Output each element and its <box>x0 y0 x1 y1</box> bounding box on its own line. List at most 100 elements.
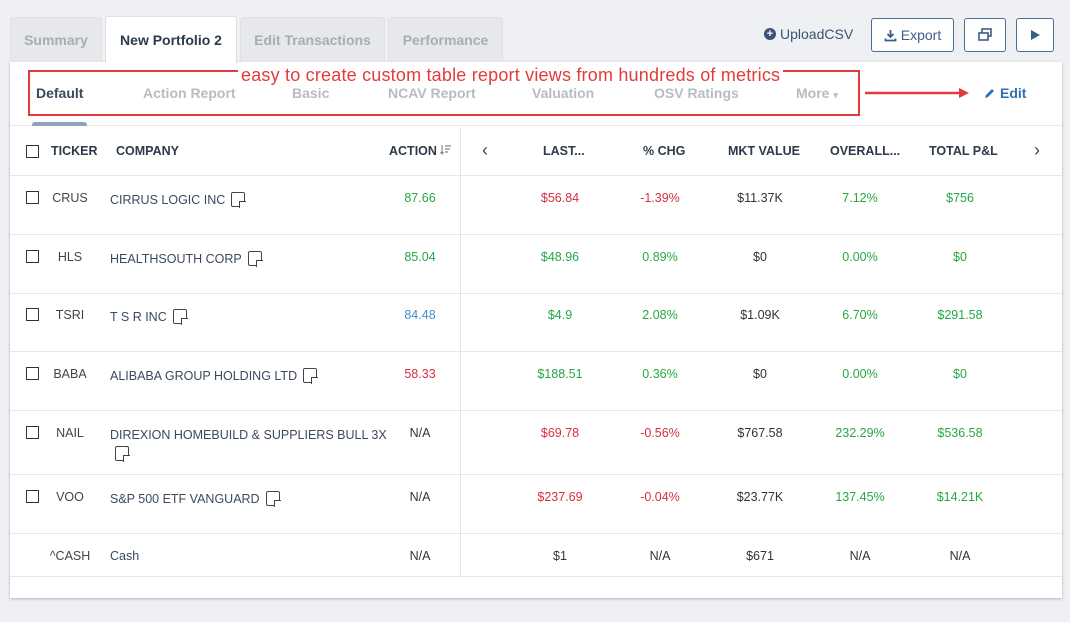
edit-label: Edit <box>1000 85 1027 101</box>
col-overall[interactable]: OVERALL... <box>830 144 901 158</box>
row-company: Cash <box>110 549 140 563</box>
row-overall: 6.70% <box>842 308 878 322</box>
company-name: ALIBABA GROUP HOLDING LTD <box>110 369 298 383</box>
row-overall: N/A <box>849 549 871 563</box>
row-last: $56.84 <box>540 191 580 205</box>
row-checkbox[interactable] <box>26 490 39 503</box>
note-icon[interactable] <box>265 491 281 507</box>
more-label: More <box>796 85 830 101</box>
row-total-pl: N/A <box>949 549 971 563</box>
play-button[interactable] <box>1016 18 1054 52</box>
col-ticker[interactable]: TICKER <box>51 144 98 158</box>
subtab-default[interactable]: Default <box>36 85 84 101</box>
row-mkt-value: $671 <box>746 549 774 563</box>
row-action: 87.66 <box>404 191 436 205</box>
row-checkbox[interactable] <box>26 426 39 439</box>
row-last: $237.69 <box>537 490 583 504</box>
top-bar: Summary New Portfolio 2 Edit Transaction… <box>0 0 1070 63</box>
row-mkt-value: $0 <box>753 367 767 381</box>
report-view-nav: Default Action Report Basic NCAV Report … <box>10 62 1062 126</box>
note-icon[interactable] <box>303 368 319 384</box>
play-icon <box>1031 30 1040 40</box>
row-company[interactable]: HEALTHSOUTH CORP <box>110 251 263 267</box>
row-ticker[interactable]: BABA <box>53 367 87 381</box>
row-mkt-value: $23.77K <box>736 490 784 504</box>
row-total-pl: $536.58 <box>937 426 983 440</box>
col-last[interactable]: LAST... <box>543 144 585 158</box>
col-mkt-value[interactable]: MKT VALUE <box>728 144 800 158</box>
row-checkbox[interactable] <box>26 308 39 321</box>
row-last: $69.78 <box>540 426 580 440</box>
row-company[interactable]: S&P 500 ETF VANGUARD <box>110 491 281 507</box>
row-separator <box>10 351 1062 352</box>
caret-down-icon: ▾ <box>833 90 838 100</box>
row-total-pl: $756 <box>946 191 974 205</box>
window-button[interactable] <box>964 18 1006 52</box>
company-name: CIRRUS LOGIC INC <box>110 193 226 207</box>
tab-new-portfolio-2[interactable]: New Portfolio 2 <box>105 16 237 63</box>
annotation-text: easy to create custom table report views… <box>238 65 784 86</box>
row-chg: 2.08% <box>642 308 678 322</box>
annotation-box: easy to create custom table report views… <box>28 65 860 116</box>
sort-icon <box>440 145 452 155</box>
arrow-right-icon <box>865 88 969 98</box>
row-checkbox[interactable] <box>26 191 39 204</box>
note-icon[interactable] <box>231 192 247 208</box>
tab-performance[interactable]: Performance <box>388 17 503 61</box>
row-chg: -0.04% <box>640 490 680 504</box>
select-all-checkbox[interactable] <box>26 145 39 158</box>
company-name: HEALTHSOUTH CORP <box>110 252 242 266</box>
row-overall: 0.00% <box>842 367 878 381</box>
row-action: N/A <box>409 426 431 440</box>
row-separator <box>10 474 1062 475</box>
tab-summary[interactable]: Summary <box>10 17 102 61</box>
row-ticker[interactable]: CRUS <box>52 191 88 205</box>
row-overall: 137.45% <box>835 490 885 504</box>
col-total-pl[interactable]: TOTAL P&L <box>929 144 998 158</box>
row-total-pl: $291.58 <box>937 308 983 322</box>
subtab-osv-ratings[interactable]: OSV Ratings <box>654 85 739 101</box>
tab-edit-transactions[interactable]: Edit Transactions <box>240 17 385 61</box>
row-separator <box>10 410 1062 411</box>
row-last: $4.9 <box>547 308 573 322</box>
note-icon[interactable] <box>172 309 188 325</box>
row-ticker[interactable]: NAIL <box>56 426 84 440</box>
row-mkt-value: $11.37K <box>737 191 783 205</box>
subtab-more[interactable]: More ▾ <box>796 85 838 101</box>
note-icon[interactable] <box>247 251 263 267</box>
row-mkt-value: $767.58 <box>737 426 783 440</box>
col-chg[interactable]: % CHG <box>643 144 686 158</box>
subtab-basic[interactable]: Basic <box>292 85 330 101</box>
subtab-action-report[interactable]: Action Report <box>143 85 236 101</box>
col-action-label: ACTION <box>389 144 437 158</box>
export-button[interactable]: Export <box>871 18 954 52</box>
row-last: $48.96 <box>540 250 580 264</box>
row-checkbox[interactable] <box>26 367 39 380</box>
col-company[interactable]: COMPANY <box>116 144 179 158</box>
chevron-right-icon[interactable]: › <box>1034 140 1040 160</box>
subtab-valuation[interactable]: Valuation <box>532 85 595 101</box>
row-ticker[interactable]: TSRI <box>55 308 85 322</box>
col-action[interactable]: ACTION <box>389 144 452 158</box>
row-mkt-value: $1.09K <box>740 308 780 322</box>
subtab-ncav-report[interactable]: NCAV Report <box>388 85 476 101</box>
row-separator <box>10 533 1062 534</box>
row-checkbox[interactable] <box>26 250 39 263</box>
row-company[interactable]: CIRRUS LOGIC INC <box>110 192 247 208</box>
note-icon[interactable] <box>115 446 130 462</box>
row-ticker[interactable]: HLS <box>57 250 83 264</box>
upload-csv-button[interactable]: + UploadCSV <box>764 26 853 42</box>
row-chg: N/A <box>649 549 671 563</box>
active-tab-indicator <box>32 122 87 126</box>
row-overall: 232.29% <box>835 426 885 440</box>
row-last: $188.51 <box>537 367 583 381</box>
row-ticker[interactable]: VOO <box>56 490 84 504</box>
row-company[interactable]: T S R INC <box>110 309 188 325</box>
chevron-left-icon[interactable]: ‹ <box>482 140 488 160</box>
edit-view-button[interactable]: Edit <box>984 85 1026 101</box>
row-total-pl: $0 <box>953 250 967 264</box>
row-company[interactable]: ALIBABA GROUP HOLDING LTD <box>110 368 319 384</box>
row-company[interactable]: DIREXION HOMEBUILD & SUPPLIERS BULL 3X <box>110 426 390 464</box>
header-separator <box>10 175 1062 176</box>
portfolio-card: Default Action Report Basic NCAV Report … <box>10 62 1062 598</box>
